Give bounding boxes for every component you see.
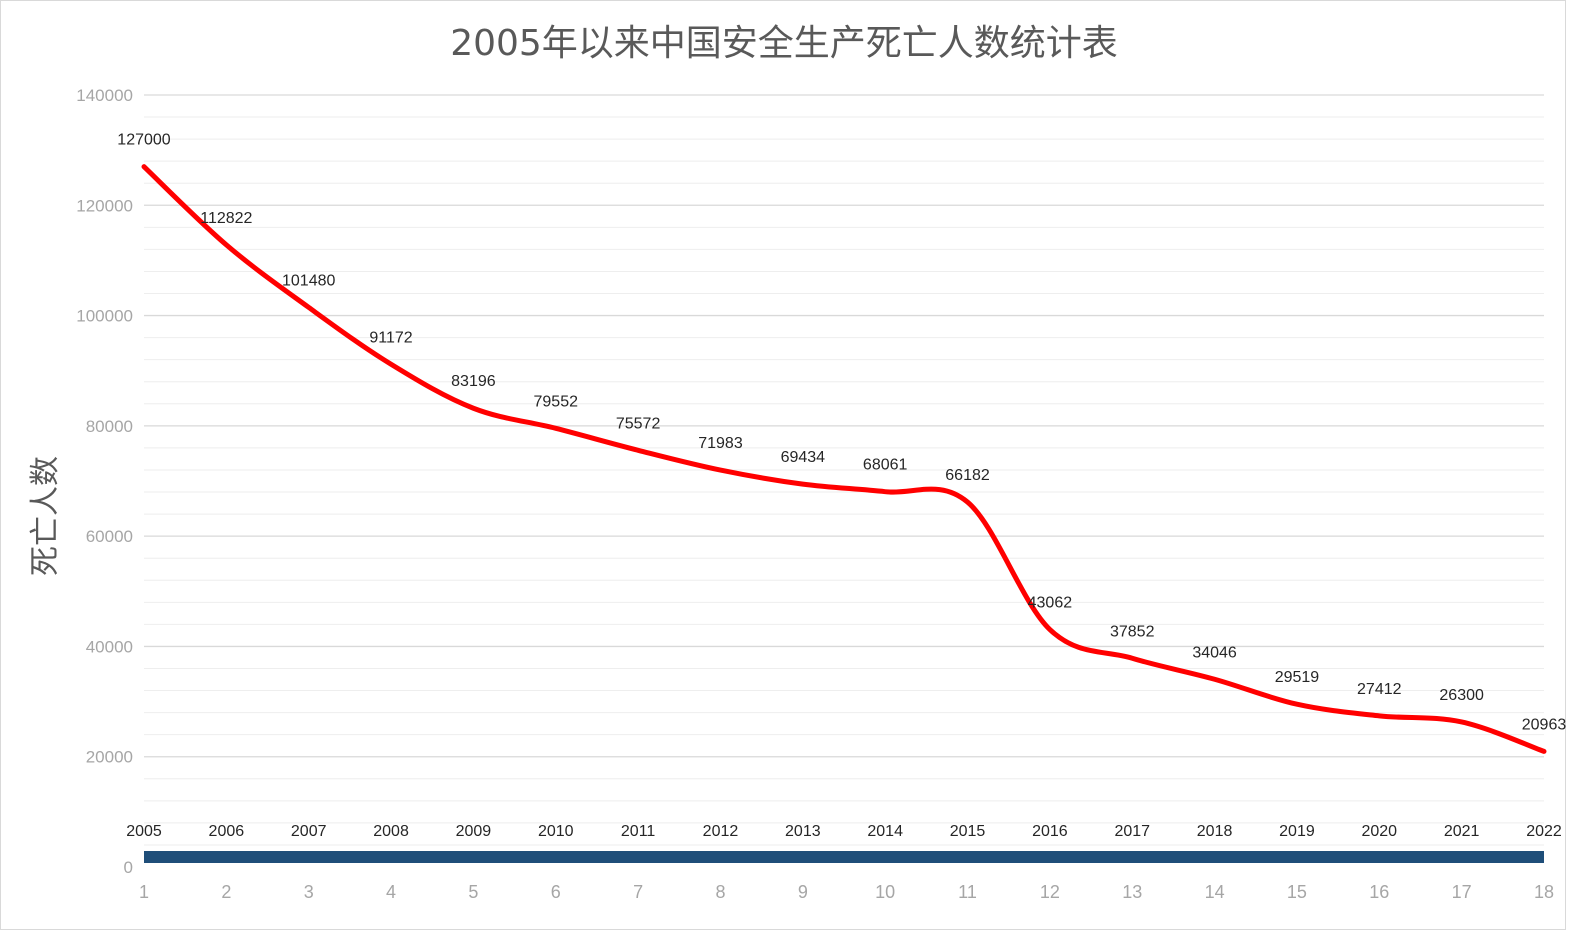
year-label: 2007	[291, 823, 327, 840]
x-tick-label: 4	[386, 882, 396, 902]
data-label: 112822	[200, 210, 252, 227]
year-label: 2014	[867, 823, 903, 840]
data-point	[883, 489, 888, 494]
x-tick-label: 15	[1287, 882, 1307, 902]
data-point	[800, 482, 805, 487]
x-tick-label: 13	[1122, 882, 1142, 902]
y-tick-label: 40000	[86, 637, 133, 656]
y-tick-label: 80000	[86, 417, 133, 436]
data-label: 29519	[1275, 669, 1320, 686]
y-tick-label: 20000	[86, 748, 133, 767]
year-label: 2005	[126, 823, 162, 840]
data-point	[965, 500, 970, 505]
x-tick-label: 14	[1205, 882, 1225, 902]
x-tick-label: 3	[304, 882, 314, 902]
year-label: 2019	[1279, 823, 1315, 840]
year-label: 2022	[1526, 823, 1562, 840]
y-tick-label: 60000	[86, 527, 133, 546]
gridlines	[144, 95, 1544, 845]
data-label: 26300	[1439, 687, 1484, 704]
y-tick-label: 0	[124, 858, 133, 877]
x-tick-label: 1	[139, 882, 149, 902]
y-axis-label: 死亡人数	[28, 456, 63, 576]
data-label: 91172	[369, 329, 412, 346]
data-point	[389, 362, 394, 367]
data-point	[1377, 713, 1382, 718]
data-point	[1212, 677, 1217, 682]
series-line-deaths	[144, 167, 1544, 752]
data-label: 75572	[616, 415, 661, 432]
data-label: 127000	[117, 132, 170, 149]
x-tick-label: 5	[468, 882, 478, 902]
axis-ticks: 0 20000 40000 60000 80000 100000 120000 140000 1…	[76, 86, 1554, 902]
year-label: 2011	[621, 823, 656, 840]
data-point	[306, 305, 311, 310]
data-label: 37852	[1110, 623, 1155, 640]
year-label: 2018	[1197, 823, 1233, 840]
data-label: 43062	[1028, 595, 1073, 612]
year-label: 2010	[538, 823, 574, 840]
x-tick-label: 12	[1040, 882, 1060, 902]
x-tick-label: 17	[1452, 882, 1472, 902]
year-label: 2006	[209, 823, 245, 840]
data-label: 79552	[534, 393, 579, 410]
chart-title: 2005年以来中国安全生产死亡人数统计表	[450, 23, 1118, 64]
year-label: 2009	[456, 823, 492, 840]
x-tick-label: 8	[715, 882, 725, 902]
y-tick-label: 100000	[76, 307, 133, 326]
series-group	[142, 164, 1547, 857]
x-tick-label: 10	[875, 882, 895, 902]
x-tick-label: 6	[551, 882, 561, 902]
year-label: 2016	[1032, 823, 1068, 840]
data-point	[224, 242, 229, 247]
x-tick-label: 9	[798, 882, 808, 902]
year-label: 2020	[1361, 823, 1397, 840]
x-tick-label: 2	[221, 882, 231, 902]
year-label: 2017	[1114, 823, 1150, 840]
data-label: 83196	[451, 373, 496, 390]
data-point	[471, 406, 476, 411]
data-point	[553, 426, 558, 431]
data-label: 27412	[1357, 681, 1402, 698]
data-label: 69434	[781, 449, 826, 466]
data-label: 66182	[945, 467, 990, 484]
year-label: 2008	[373, 823, 409, 840]
x-tick-label: 7	[633, 882, 643, 902]
data-point	[1294, 702, 1299, 707]
data-label: 68061	[863, 457, 908, 474]
data-point	[142, 164, 147, 169]
data-point	[1047, 627, 1052, 632]
year-label: 2012	[703, 823, 739, 840]
year-label: 2021	[1444, 823, 1480, 840]
data-label: 34046	[1192, 644, 1237, 661]
year-label: 2013	[785, 823, 821, 840]
data-point	[718, 468, 723, 473]
data-point	[1542, 749, 1547, 754]
y-tick-label: 140000	[76, 86, 133, 105]
data-label: 20963	[1522, 716, 1567, 733]
data-label: 101480	[282, 272, 335, 289]
x-tick-label: 16	[1369, 882, 1389, 902]
x-tick-label: 11	[958, 882, 977, 902]
data-point	[1130, 656, 1135, 661]
y-tick-label: 120000	[76, 196, 133, 215]
x-tick-label: 18	[1534, 882, 1554, 902]
year-label: 2015	[950, 823, 986, 840]
data-point	[636, 448, 641, 453]
data-label: 71983	[698, 435, 743, 452]
data-point	[1459, 719, 1464, 724]
